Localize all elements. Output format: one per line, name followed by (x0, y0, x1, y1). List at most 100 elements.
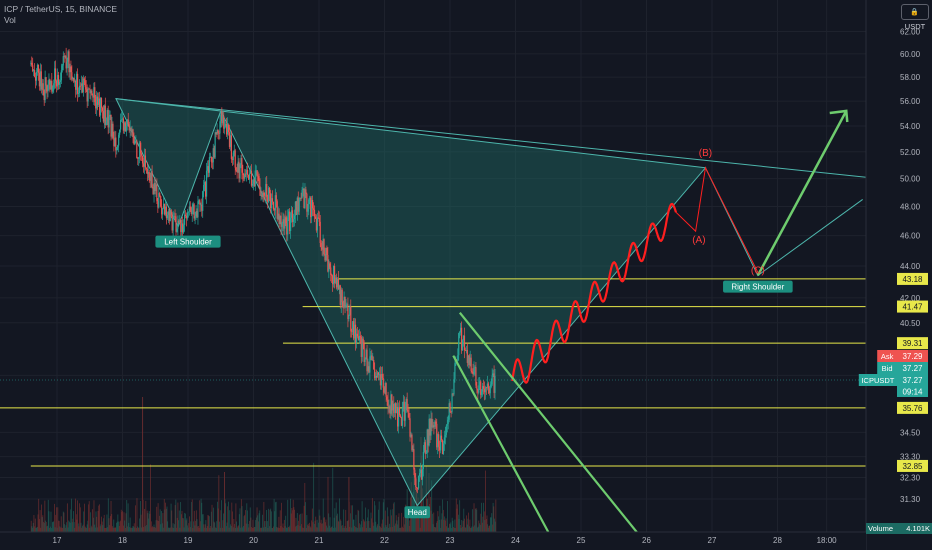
price-tag-value-box (897, 374, 928, 386)
candle-body (43, 90, 45, 101)
candle-body (131, 129, 133, 131)
currency-badge[interactable]: 🔒 USDT (901, 4, 929, 31)
candle-body (49, 79, 51, 90)
candle-body (219, 121, 221, 134)
volume-bar (204, 527, 205, 532)
volume-bar (116, 522, 117, 532)
volume-bar (161, 511, 162, 532)
candle-body (390, 394, 392, 414)
candle-body (463, 335, 466, 351)
candle-body (114, 137, 116, 147)
volume-bar (484, 520, 486, 532)
volume-bar (229, 510, 231, 532)
candle-body (159, 193, 161, 197)
price-tick-label: 32.30 (900, 473, 921, 482)
volume-bar (385, 525, 387, 532)
volume-bar (247, 510, 248, 532)
candle-body (393, 404, 395, 413)
annotation-box (404, 506, 431, 519)
candle-body (273, 209, 275, 211)
candle-body (355, 333, 358, 343)
volume-bar (297, 525, 299, 532)
volume-bar (128, 522, 130, 532)
candle-body (283, 219, 285, 229)
candle-body (180, 219, 182, 232)
volume-bar (284, 526, 286, 532)
candle-body (210, 156, 212, 162)
volume-bar (231, 502, 233, 532)
volume-bar (260, 527, 262, 532)
volume-bar (370, 512, 372, 532)
candle-body (117, 145, 119, 148)
volume-bar (195, 520, 197, 532)
volume-bar (172, 523, 174, 532)
candle-body (48, 79, 50, 85)
volume-bar (431, 513, 433, 532)
volume-bar (489, 525, 491, 532)
volume-bar (183, 527, 185, 532)
volume-bar (154, 527, 156, 532)
time-axis: 17 18 19 20 21 22 23 24 25 26 27 28 18:00 (0, 531, 866, 550)
volume-bar (276, 526, 278, 532)
candle-body (41, 83, 43, 90)
candle-body (347, 304, 349, 319)
volume-bar (366, 521, 368, 532)
volume-bar (236, 521, 237, 532)
candle-body (333, 266, 336, 283)
volume-bar (489, 517, 491, 532)
candle-body (299, 198, 301, 200)
candle-body (32, 65, 34, 71)
candle-body (373, 359, 375, 370)
volume-bar (408, 514, 409, 532)
candle-body (98, 98, 101, 116)
candle-body (334, 277, 337, 283)
candle-body (143, 155, 146, 167)
volume-bar (386, 507, 388, 532)
volume-bar (111, 526, 113, 532)
candle-body (176, 228, 178, 232)
volume-bar (315, 527, 317, 532)
volume-bar (486, 515, 488, 532)
price-tag-label-box (858, 374, 897, 386)
volume-bar (314, 520, 316, 532)
volume-indicator-label[interactable]: Vol (4, 15, 16, 25)
candle-body (184, 214, 187, 216)
candle-body (317, 217, 319, 219)
volume-bar (387, 516, 389, 532)
volume-bar (312, 522, 314, 532)
candle-body (365, 349, 367, 360)
candle-body (310, 197, 312, 218)
volume-bar (177, 502, 179, 532)
volume-bar (321, 523, 323, 532)
candle-body (438, 434, 440, 447)
symbol-title[interactable]: ICP / TetherUS, 15, BINANCE (4, 4, 118, 14)
volume-bar (178, 510, 180, 532)
volume-bar (156, 506, 158, 532)
candle-body (30, 62, 32, 64)
volume-bar (144, 526, 146, 532)
volume-bar (373, 525, 375, 532)
time-tick-label: 28 (773, 536, 782, 545)
candle-body (278, 213, 280, 225)
volume-bar (190, 521, 192, 532)
volume-bar (378, 501, 380, 532)
candle-body (400, 416, 403, 426)
volume-bar (449, 523, 450, 532)
candle-body (441, 440, 444, 455)
volume-bar (419, 506, 420, 532)
volume-bar (452, 520, 454, 532)
volume-bar (313, 524, 315, 532)
candle-body (385, 383, 387, 397)
volume-bar (440, 519, 442, 532)
volume-bar (256, 507, 258, 532)
candle-body (69, 66, 71, 73)
candle-body (343, 296, 345, 308)
candle-body (90, 90, 92, 94)
candle-body (256, 170, 258, 176)
volume-bar (465, 527, 467, 532)
volume-bar (92, 517, 94, 532)
candle-body (68, 51, 70, 73)
candle-body (472, 371, 474, 375)
volume-bar (232, 511, 233, 532)
